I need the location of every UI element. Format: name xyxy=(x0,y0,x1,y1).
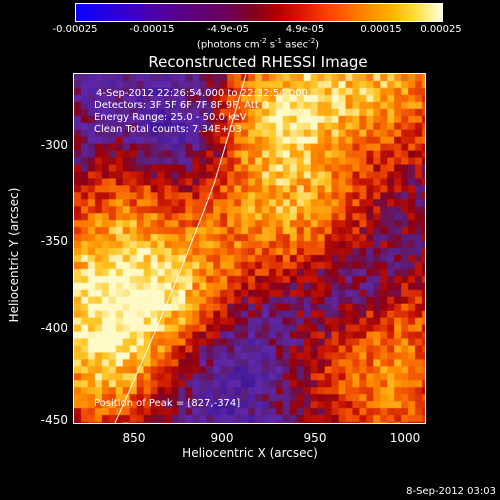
units-part: ) xyxy=(315,39,320,51)
image-plot: 4-Sep-2012 22:26:54.000 to 22:32:54.000 … xyxy=(73,73,426,424)
colorbar-tick-label: -4.9e-05 xyxy=(207,24,249,35)
colorbar-tick-label: 0.00015 xyxy=(360,24,402,35)
x-axis-title: Heliocentric X (arcsec) xyxy=(182,446,318,460)
info-line-counts: Clean Total counts: 7.34E+03 xyxy=(94,124,242,135)
y-axis-title: Heliocentric Y (arcsec) xyxy=(7,187,21,323)
x-tick-label: 950 xyxy=(303,431,327,445)
limb-overlay xyxy=(114,74,247,423)
solar-limb-line xyxy=(114,74,247,423)
units-exponent: -1 xyxy=(275,37,283,45)
colorbar-tick-label: -0.00025 xyxy=(52,24,98,35)
units-exponent: -2 xyxy=(259,37,267,45)
info-line-time: 4-Sep-2012 22:26:54.000 to 22:32:54.000 xyxy=(96,88,308,99)
y-tick-label: -450 xyxy=(40,413,68,427)
y-tick-label: -300 xyxy=(40,138,68,152)
info-line-energy: Energy Range: 25.0 - 50.0 keV xyxy=(94,112,247,123)
colorbar-tick-label: 0.00025 xyxy=(420,24,462,35)
units-part: (photons cm xyxy=(196,39,260,51)
x-tick-label: 1000 xyxy=(389,431,421,445)
y-tick-label: -400 xyxy=(40,321,68,335)
rhessi-image xyxy=(74,74,425,423)
colorbar-tick-label: 4.9e-05 xyxy=(285,24,325,35)
peak-position-label: Position of Peak = [827,-374] xyxy=(94,398,241,409)
timestamp: 8-Sep-2012 03:03 xyxy=(406,486,496,497)
units-part: s xyxy=(266,39,276,51)
x-tick-label: 850 xyxy=(122,431,146,445)
units-exponent: -2 xyxy=(308,37,316,45)
units-part: asec xyxy=(282,39,309,51)
colorbar-units: (photons cm-2 s-1 asec-2) xyxy=(197,37,319,50)
info-line-detectors: Detectors: 3F 5F 6F 7F 8F 9F, Att 0 xyxy=(94,100,269,111)
plot-title: Reconstructed RHESSI Image xyxy=(148,53,368,71)
colorbar xyxy=(75,3,443,22)
colorbar-tick-label: -0.00015 xyxy=(129,24,175,35)
y-tick-label: -350 xyxy=(40,234,68,248)
x-tick-label: 900 xyxy=(210,431,234,445)
